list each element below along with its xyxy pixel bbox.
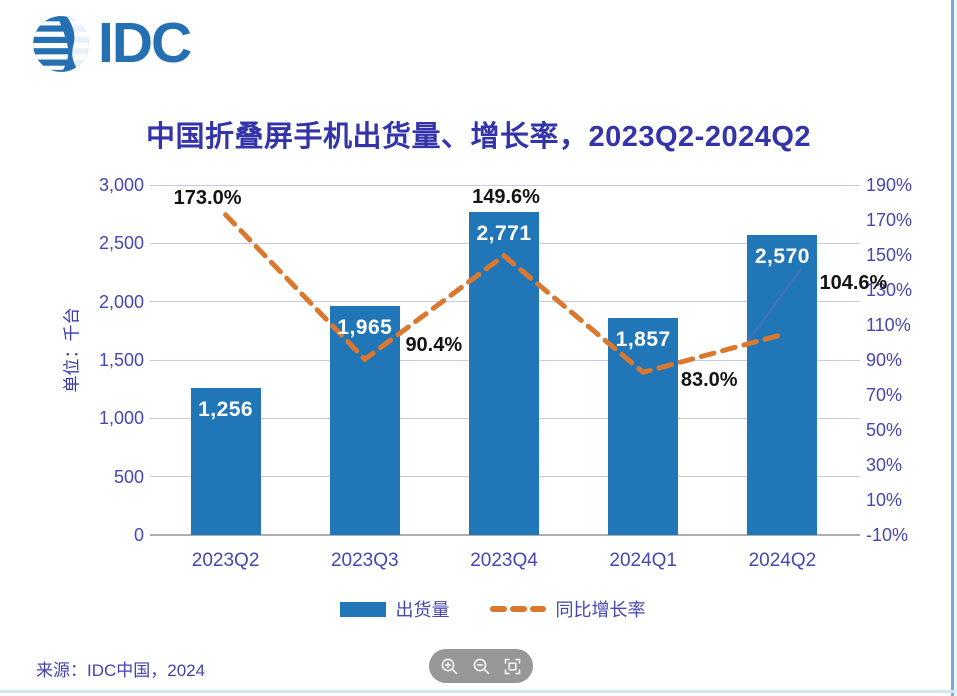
idc-globe-icon (33, 16, 89, 72)
right-axis-tick: 30% (866, 455, 903, 475)
idc-logo: IDC (30, 11, 192, 75)
right-axis-tick: -10% (866, 525, 909, 545)
right-axis-tick: 190% (866, 175, 913, 195)
right-axis-tick: 130% (866, 280, 913, 300)
growth-rate-label: 90.4% (405, 334, 463, 357)
bar-2023Q2 (190, 388, 261, 535)
left-axis-tick: 1,000 (98, 408, 144, 429)
growth-rate-label: 104.6% (819, 272, 888, 295)
x-axis-label: 2024Q1 (609, 550, 677, 571)
x-axis-label: 2023Q2 (191, 550, 260, 571)
growth-rate-label: 149.6% (472, 185, 540, 208)
fit-to-screen-icon (504, 658, 521, 674)
viewer-edge-bottom (0, 690, 957, 693)
viewer-edge-line (951, 0, 954, 696)
legend: 出货量 同比增长率 (0, 596, 957, 622)
zoom-out-button[interactable] (470, 655, 492, 677)
right-axis-tick: 50% (866, 420, 903, 440)
bar-value-label: 2,570 (754, 245, 810, 269)
right-axis-tick: 70% (866, 385, 903, 405)
left-axis-tick: 2,000 (98, 291, 144, 312)
x-axis-label: 2023Q4 (470, 550, 538, 571)
gridline (150, 184, 860, 186)
chart-title: 中国折叠屏手机出货量、增长率，2023Q2-2024Q2 (145, 121, 812, 153)
zoom-in-button[interactable] (439, 655, 461, 677)
x-axis-line (150, 534, 860, 536)
x-axis-label: 2023Q3 (330, 550, 399, 571)
legend-bar-label: 出货量 (395, 600, 450, 620)
fit-to-screen-button[interactable] (502, 655, 524, 677)
legend-line-swatch (489, 606, 546, 612)
growth-rate-label: 173.0% (173, 186, 242, 209)
right-axis-tick: 110% (866, 315, 911, 335)
growth-rate-label: 83.0% (680, 369, 738, 392)
right-axis-tick: 170% (866, 210, 913, 230)
left-axis-tick: 2,500 (98, 233, 144, 254)
x-axis-label: 2024Q2 (748, 550, 817, 571)
image-viewer-toolbar (429, 649, 533, 683)
bar-2023Q4 (469, 211, 539, 535)
right-axis-tick: 10% (866, 490, 903, 510)
right-axis-tick: 90% (866, 350, 903, 370)
zoom-out-icon (473, 658, 489, 674)
left-axis-tick: 1,500 (98, 350, 144, 370)
source-text: 来源：IDC中国，2024 (36, 661, 206, 680)
left-axis-tick: 500 (113, 466, 144, 487)
bar-value-label: 2,771 (476, 221, 532, 245)
bar-value-label: 1,857 (615, 328, 671, 352)
zoom-in-icon (441, 658, 458, 674)
legend-bar-swatch (339, 601, 386, 617)
left-axis-tick: 0 (133, 525, 144, 545)
viewer-edge (954, 0, 957, 696)
left-axis-tick: 3,000 (98, 175, 144, 195)
bar-value-label: 1,256 (198, 398, 254, 422)
idc-logo-text: IDC (98, 11, 192, 75)
right-axis-tick: 150% (866, 245, 913, 265)
legend-line-label: 同比增长率 (555, 600, 646, 620)
